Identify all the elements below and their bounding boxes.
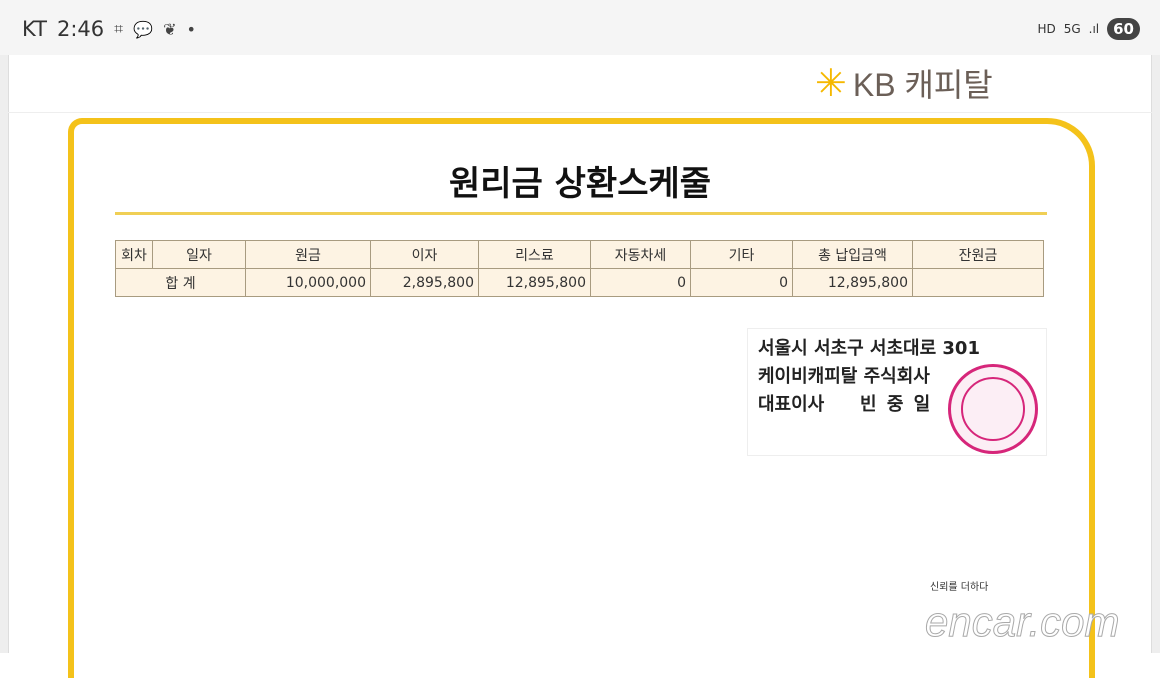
battery-icon: 60: [1107, 18, 1140, 40]
total-cell: 0: [590, 268, 691, 297]
5g-icon: 5G: [1063, 22, 1081, 36]
total-label: 합 계: [115, 268, 246, 297]
header-cell: 이자: [370, 240, 479, 269]
screenshot-icon: ⌗: [114, 19, 124, 38]
encar-watermark: encar.com: [925, 598, 1121, 645]
total-cell: 2,895,800: [370, 268, 479, 297]
title-underline: [115, 212, 1047, 215]
table-header-row: 회차 일자 원금 이자 리스료 자동차세 기타 총 납입금액 잔원금: [115, 240, 1044, 269]
table-row-total: 합 계 10,000,000 2,895,800 12,895,800 0 0 …: [115, 268, 1044, 297]
header-cell: 잔원금: [912, 240, 1044, 269]
hd-icon: HD: [1037, 22, 1056, 36]
carrier: KT: [22, 17, 47, 41]
page-gutter-left: [0, 55, 8, 653]
header-divider: [8, 112, 1152, 113]
company-info-box: 서울시 서초구 서초대로 301 케이비캐피탈 주식회사 대표이사 빈 중 일: [747, 328, 1047, 456]
company-name: 케이비캐피탈 주식회사: [758, 366, 930, 387]
total-cell: [912, 268, 1044, 297]
total-cell: 10,000,000: [245, 268, 371, 297]
leaf-icon: ❦: [163, 19, 177, 39]
page-title: 원리금 상환스케줄: [448, 164, 712, 204]
kb-capital-logo: ✳ KB 캐피탈: [815, 60, 993, 106]
header-cell: 자동차세: [590, 240, 691, 269]
dot-icon: •: [186, 19, 196, 39]
header-cell: 회차: [115, 240, 153, 269]
header-cell: 총 납입금액: [792, 240, 913, 269]
company-seal-icon: [948, 364, 1038, 454]
total-cell: 12,895,800: [478, 268, 591, 297]
repayment-schedule-table: 회차 일자 원금 이자 리스료 자동차세 기타 총 납입금액 잔원금 합 계 1…: [115, 240, 1044, 297]
total-cell: 0: [690, 268, 793, 297]
ceo-title: 대표이사: [758, 394, 825, 415]
watermark-tagline: 신뢰를 더하다: [930, 582, 989, 593]
header-cell: 일자: [152, 240, 246, 269]
page-gutter-right: [1152, 55, 1160, 653]
document-frame: [68, 118, 1095, 678]
kb-star-icon: ✳: [815, 61, 847, 105]
ceo-name: 빈 중 일: [860, 394, 933, 415]
signal-icon: .ıl: [1088, 22, 1100, 36]
clock: 2:46: [56, 17, 105, 41]
company-address: 서울시 서초구 서초대로 301: [758, 338, 980, 359]
header-cell: 원금: [245, 240, 371, 269]
header-cell: 리스료: [478, 240, 591, 269]
logo-text: KB 캐피탈: [852, 67, 993, 103]
kakaotalk-icon: 💬: [133, 19, 154, 39]
total-cell: 12,895,800: [792, 268, 913, 297]
status-bar: KT 2:46 ⌗ 💬 ❦ • HD 5G .ıl 60: [0, 0, 1160, 55]
header-cell: 기타: [690, 240, 793, 269]
